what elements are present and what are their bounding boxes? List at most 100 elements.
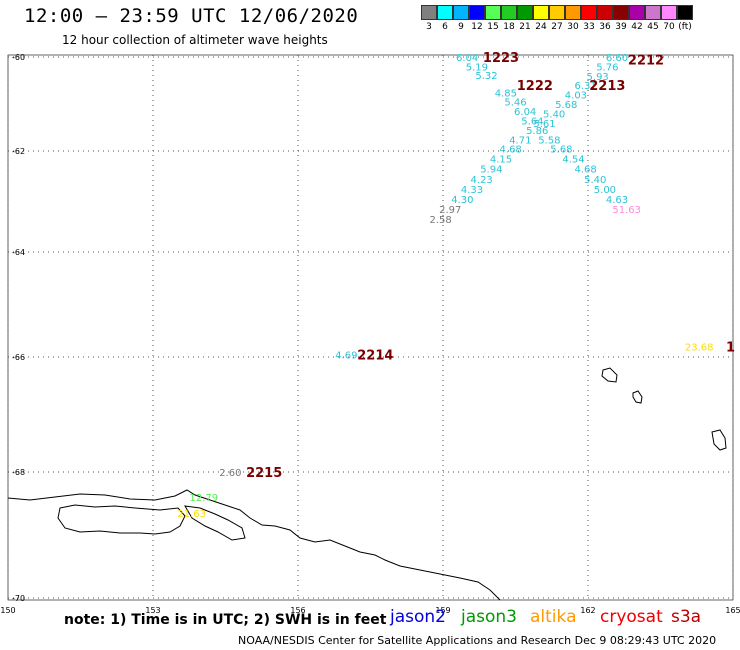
wave-height-label: 4.15 <box>490 155 512 166</box>
satellite-legend-item: jason2 <box>390 607 446 627</box>
wave-height-label: 4.68 <box>574 165 596 176</box>
wave-height-label: 5.94 <box>480 165 502 176</box>
scale-tick: 39 <box>615 22 627 32</box>
pass-time-label: 2215 <box>246 466 282 481</box>
scale-swatch <box>629 5 645 20</box>
wave-height-label: 5.68 <box>555 100 577 111</box>
scale-tick: 70 <box>663 22 675 32</box>
pass-time-label: 2212 <box>628 53 664 68</box>
scale-tick: (ft) <box>678 22 692 32</box>
pass-time-label: 2214 <box>357 348 393 363</box>
wave-height-label: 5.64 <box>521 116 543 127</box>
wave-height-label: 5.46 <box>504 98 526 109</box>
wave-height-label: 5.76 <box>596 62 618 73</box>
wave-height-label: 6.04 <box>456 53 478 64</box>
satellite-legend-item: cryosat <box>600 607 663 627</box>
wave-height-label: 4.63 <box>606 195 628 206</box>
wave-height-label: 5.86 <box>526 126 548 137</box>
wave-height-label: 4.85 <box>495 88 517 99</box>
wave-height-label: 5.93 <box>587 72 609 83</box>
satellite-legend-item: altika <box>530 607 577 627</box>
scale-swatch <box>565 5 581 20</box>
scale-swatch <box>549 5 565 20</box>
wave-height-label: 6.04 <box>514 107 536 118</box>
scale-tick: 24 <box>535 22 547 32</box>
scale-tick: 3 <box>426 22 432 32</box>
scale-swatch <box>581 5 597 20</box>
color-scale-ticks: 3 6 9 12 15 18 21 24 27 30 33 36 39 42 45 70 (ft) <box>421 22 693 32</box>
wave-height-label: 5.68 <box>550 145 572 156</box>
wave-height-label: 6.31 <box>574 81 596 92</box>
wave-height-label: 5.58 <box>538 135 560 146</box>
wave-height-label: 12.79 <box>189 493 218 504</box>
pass-time-label: 1 <box>726 341 735 356</box>
scale-swatch <box>453 5 469 20</box>
page-title: 12:00 – 23:59 UTC 12/06/2020 <box>24 5 359 27</box>
coastline-mainland <box>7 489 501 601</box>
pass-time-label: 1223 <box>483 51 519 66</box>
wave-height-label: 23.68 <box>685 343 714 354</box>
wave-height-label: 4.03 <box>565 91 587 102</box>
wave-height-label: 5.61 <box>533 119 555 130</box>
lon-label: 162 <box>580 606 595 615</box>
scale-swatch <box>485 5 501 20</box>
scale-swatch <box>517 5 533 20</box>
wave-height-label: 5.40 <box>543 109 565 120</box>
pass-time-label: 1222 <box>517 79 553 94</box>
scale-tick: 6 <box>442 22 448 32</box>
wave-height-label: 4.54 <box>562 155 584 166</box>
island-outline <box>632 390 643 404</box>
lat-label: -66 <box>12 353 25 362</box>
map-labels: 6.045.195.324.855.466.045.645.864.714.68… <box>177 51 735 520</box>
scale-tick: 30 <box>567 22 579 32</box>
wave-height-label: 2.60 <box>219 468 241 479</box>
scale-tick: 42 <box>631 22 643 32</box>
scale-tick: 36 <box>599 22 611 32</box>
island-outline <box>601 367 618 383</box>
coastline <box>7 367 727 601</box>
wave-height-label: 2.58 <box>429 215 451 226</box>
scale-swatch <box>501 5 517 20</box>
scale-swatch <box>613 5 629 20</box>
wave-height-label: 5.32 <box>475 71 497 82</box>
scale-swatch <box>469 5 485 20</box>
wave-height-label: 4.23 <box>471 175 493 186</box>
scale-swatch <box>597 5 613 20</box>
scale-swatch <box>533 5 549 20</box>
graticule-grid: -60 -62 -64 -66 -68 -70 150 153 156 159 162 165 <box>0 53 740 615</box>
lat-label: -68 <box>12 468 25 477</box>
coastline-island <box>57 504 186 535</box>
map-frame <box>7 54 734 601</box>
wave-height-label: 21.63 <box>177 509 206 520</box>
scale-tick: 21 <box>519 22 531 32</box>
color-scale-bar <box>421 5 693 20</box>
lon-label: 159 <box>435 606 450 615</box>
island-outline <box>711 429 727 451</box>
wave-height-label: 4.68 <box>500 145 522 156</box>
wave-height-label: 6.60 <box>606 53 628 64</box>
scale-tick: 27 <box>551 22 563 32</box>
scale-tick: 12 <box>471 22 483 32</box>
lon-label: 153 <box>145 606 160 615</box>
scale-tick: 45 <box>647 22 659 32</box>
pass-time-label: 2213 <box>589 79 625 94</box>
lon-label: 156 <box>290 606 305 615</box>
scale-swatch <box>677 5 693 20</box>
wave-height-label: 4.69 <box>335 350 357 361</box>
scale-swatch <box>421 5 437 20</box>
wave-height-label: 4.30 <box>451 195 473 206</box>
page-subtitle: 12 hour collection of altimeter wave hei… <box>62 33 328 47</box>
scale-swatch <box>645 5 661 20</box>
wave-height-label: 5.00 <box>594 185 616 196</box>
wave-height-label: 5.19 <box>466 62 488 73</box>
coastline-peninsula <box>184 505 246 541</box>
lat-label: -70 <box>12 594 25 603</box>
scale-tick: 15 <box>487 22 499 32</box>
wave-height-label: 4.71 <box>509 135 531 146</box>
lon-label: 150 <box>0 606 15 615</box>
wave-height-label: 5.40 <box>584 175 606 186</box>
lat-label: -60 <box>12 53 25 62</box>
credit-line: NOAA/NESDIS Center for Satellite Applica… <box>238 634 717 647</box>
lat-label: -64 <box>12 248 25 257</box>
